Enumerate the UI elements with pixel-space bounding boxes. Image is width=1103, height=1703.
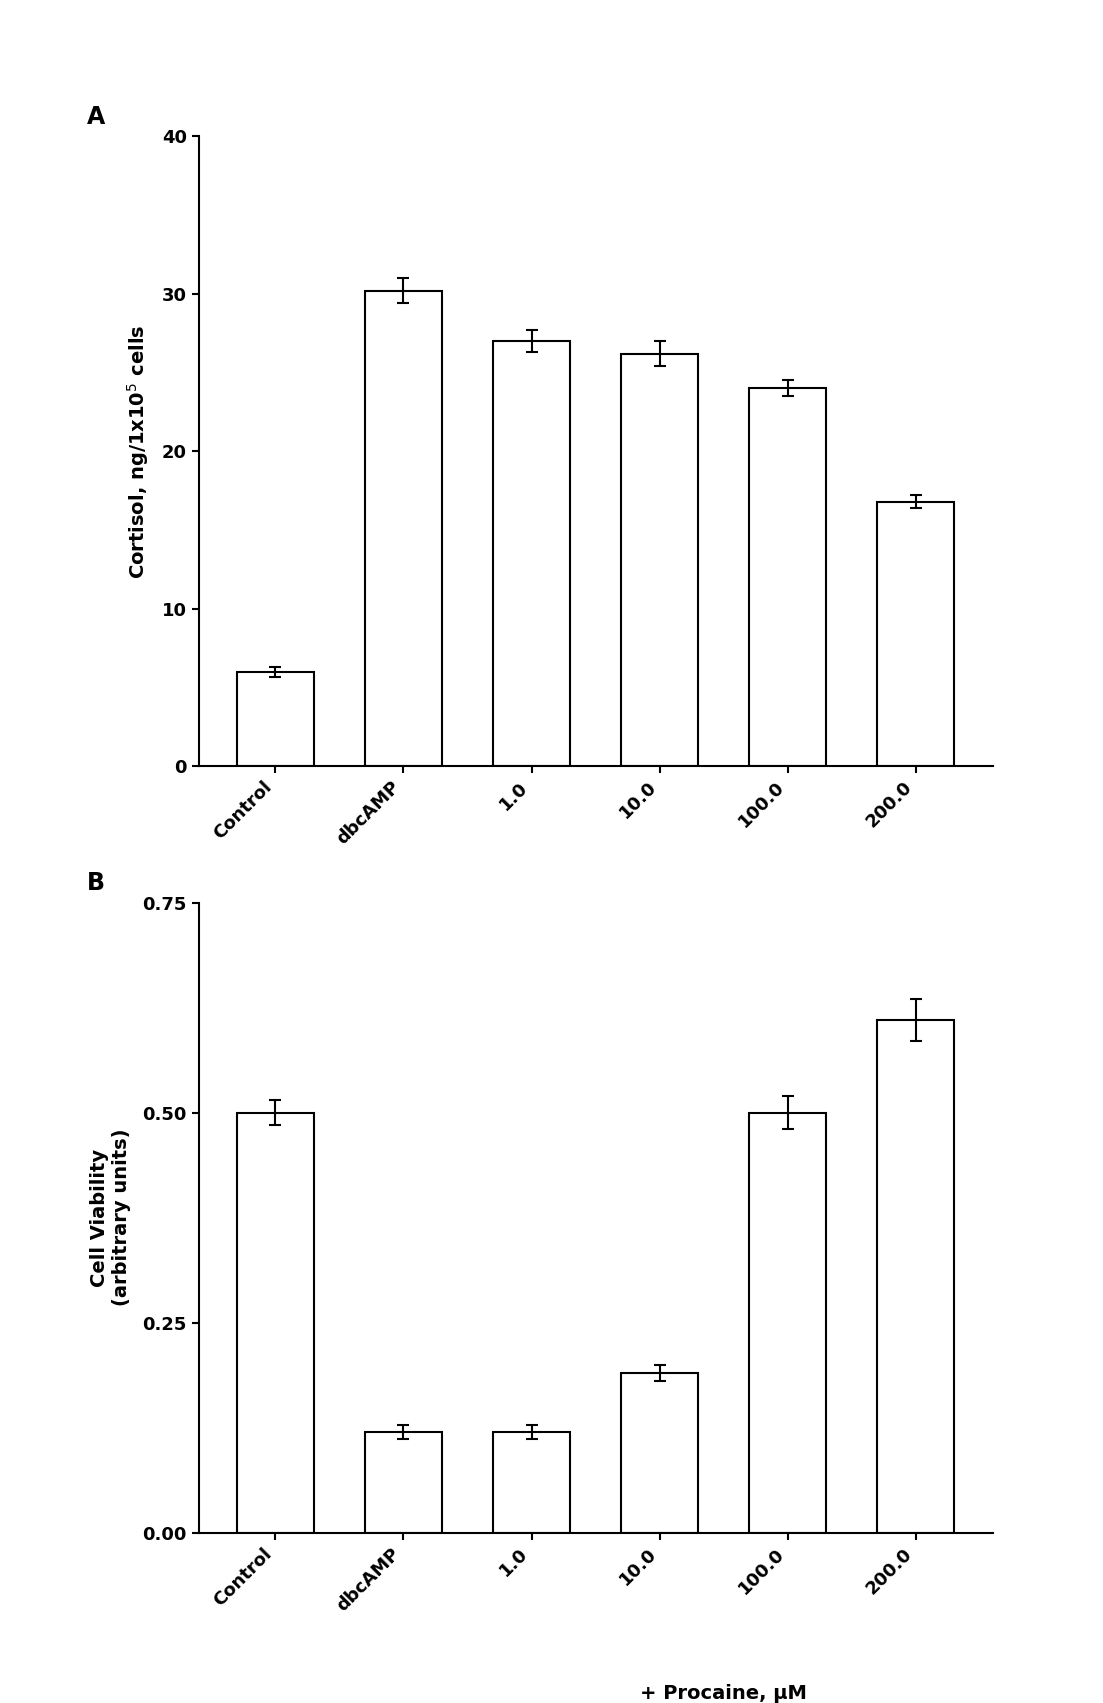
Y-axis label: Cell Viability
(arbitrary units): Cell Viability (arbitrary units) [90,1129,131,1306]
Bar [493,1432,570,1533]
Bar [749,388,826,766]
Bar [365,291,442,766]
Text: A: A [87,106,106,129]
Y-axis label: Cortisol, ng/1x10$^5$ cells: Cortisol, ng/1x10$^5$ cells [125,324,151,579]
Bar [749,1112,826,1533]
Text: + Procaine, μM: + Procaine, μM [640,1684,807,1703]
Bar [493,341,570,766]
Bar [365,1432,442,1533]
Bar [621,354,698,766]
Bar [237,671,314,766]
Text: B: B [87,872,106,896]
Bar [877,1020,954,1533]
Bar [237,1112,314,1533]
Text: + Procaine, μM: + Procaine, μM [640,918,807,937]
Bar [877,502,954,766]
Bar [621,1373,698,1533]
